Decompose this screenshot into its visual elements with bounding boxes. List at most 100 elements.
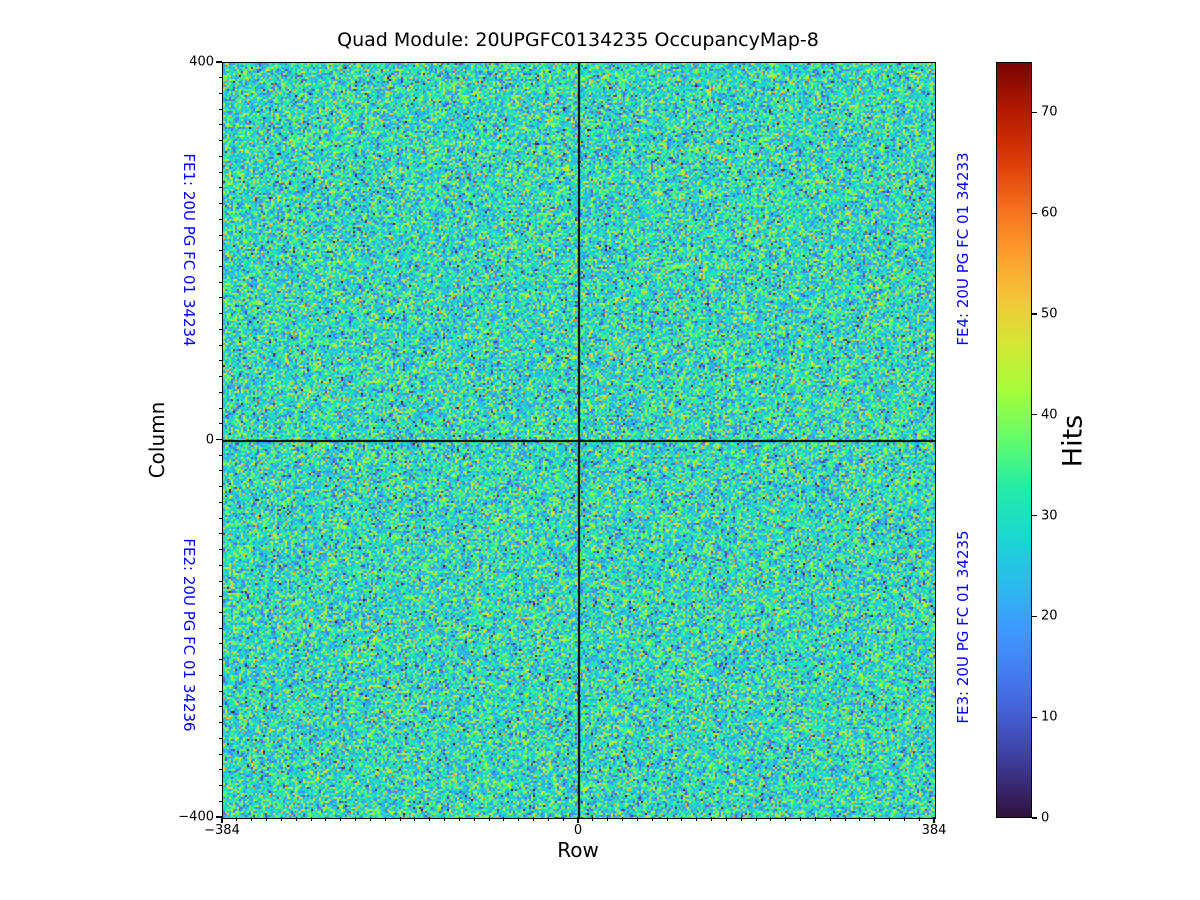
- y-minor-tick: [218, 423, 222, 425]
- colorbar-tick-label: 70: [1041, 104, 1058, 120]
- fe1-chip-label: FE1: 20U PG FC 01 34234: [180, 153, 198, 347]
- x-minor-tick: [473, 817, 475, 821]
- x-minor-tick: [340, 817, 342, 821]
- x-minor-tick: [844, 817, 846, 821]
- y-minor-tick: [218, 800, 222, 802]
- y-minor-tick: [218, 580, 222, 582]
- y-major-tick: [216, 438, 222, 441]
- y-axis-label: Column: [145, 401, 169, 479]
- y-minor-tick: [218, 517, 222, 519]
- y-minor-tick: [218, 470, 222, 472]
- y-major-tick: [216, 816, 222, 818]
- x-minor-tick: [725, 817, 727, 821]
- x-minor-tick: [666, 817, 668, 821]
- y-minor-tick: [218, 643, 222, 645]
- y-tick-label: −400: [178, 809, 214, 825]
- x-minor-tick: [251, 817, 253, 821]
- x-minor-tick: [800, 817, 801, 821]
- x-minor-tick: [874, 817, 876, 821]
- y-minor-tick: [218, 187, 222, 189]
- y-minor-tick: [218, 250, 222, 252]
- y-minor-tick: [218, 360, 222, 362]
- colorbar-tick: [1032, 414, 1037, 416]
- x-minor-tick: [711, 817, 712, 821]
- y-minor-tick: [218, 265, 222, 267]
- x-minor-tick: [903, 817, 905, 821]
- x-minor-tick: [399, 817, 401, 821]
- occupancy-heatmap-canvas: [223, 63, 935, 818]
- x-tick-label: 0: [573, 823, 583, 838]
- x-minor-tick: [369, 817, 371, 821]
- colorbar-tick-label: 20: [1041, 608, 1058, 624]
- x-minor-tick: [458, 817, 460, 821]
- y-minor-tick: [218, 171, 222, 173]
- x-minor-tick: [280, 817, 282, 821]
- y-minor-tick: [218, 234, 222, 236]
- y-minor-tick: [218, 281, 222, 283]
- x-minor-tick: [295, 817, 297, 821]
- colorbar-tick: [1032, 313, 1037, 315]
- x-minor-tick: [770, 817, 772, 821]
- y-minor-tick: [218, 407, 222, 409]
- fe4-chip-label: FE4: 20U PG FC 01 34233: [954, 152, 972, 346]
- x-minor-tick: [889, 817, 890, 821]
- x-minor-tick: [696, 817, 698, 821]
- x-minor-tick: [622, 817, 623, 821]
- x-minor-tick: [755, 817, 757, 821]
- x-tick-label: 384: [921, 823, 947, 838]
- x-minor-tick: [236, 817, 238, 821]
- x-minor-tick: [785, 817, 787, 821]
- x-minor-tick: [636, 817, 638, 821]
- y-minor-tick: [218, 549, 222, 551]
- colorbar-tick-label: 60: [1041, 205, 1058, 221]
- colorbar-tick: [1032, 817, 1037, 819]
- y-minor-tick: [218, 391, 222, 393]
- x-major-tick: [933, 817, 935, 823]
- y-minor-tick: [218, 218, 222, 220]
- y-minor-tick: [218, 376, 222, 378]
- plot-area: [222, 62, 936, 819]
- x-minor-tick: [859, 817, 861, 821]
- y-minor-tick: [218, 140, 222, 142]
- y-minor-tick: [218, 501, 222, 503]
- y-minor-tick: [218, 690, 222, 692]
- x-tick-label: −384: [204, 823, 240, 838]
- y-minor-tick: [218, 297, 222, 299]
- y-minor-tick: [218, 486, 222, 488]
- colorbar-tick-label: 50: [1041, 306, 1058, 322]
- colorbar-tick-label: 10: [1041, 709, 1058, 725]
- y-tick-label: 0: [205, 432, 214, 447]
- x-major-tick: [577, 817, 579, 823]
- y-minor-tick: [218, 77, 222, 79]
- x-minor-tick: [325, 817, 327, 821]
- x-minor-tick: [444, 817, 445, 821]
- x-minor-tick: [562, 817, 564, 821]
- y-minor-tick: [218, 659, 222, 661]
- y-minor-tick: [218, 737, 222, 739]
- fe2-chip-label: FE2: 20U PG FC 01 34236: [180, 538, 198, 732]
- y-minor-tick: [218, 155, 222, 157]
- y-minor-tick: [218, 596, 222, 598]
- colorbar-label: Hits: [1057, 414, 1089, 468]
- x-minor-tick: [429, 817, 431, 821]
- colorbar-tick: [1032, 212, 1037, 214]
- colorbar-tick: [1032, 615, 1037, 617]
- x-minor-tick: [414, 817, 416, 821]
- x-minor-tick: [518, 817, 520, 821]
- y-minor-tick: [218, 722, 222, 724]
- y-minor-tick: [218, 533, 222, 535]
- x-axis-label: Row: [557, 838, 599, 862]
- x-minor-tick: [355, 817, 356, 821]
- colorbar: [996, 62, 1032, 818]
- fe3-chip-label: FE3: 20U PG FC 01 34235: [954, 530, 972, 724]
- x-minor-tick: [918, 817, 920, 821]
- y-minor-tick: [218, 203, 222, 205]
- x-minor-tick: [592, 817, 594, 821]
- y-minor-tick: [218, 785, 222, 787]
- colorbar-tick-label: 40: [1041, 407, 1058, 423]
- colorbar-tick: [1032, 111, 1037, 113]
- x-minor-tick: [384, 817, 386, 821]
- y-minor-tick: [218, 674, 222, 676]
- x-minor-tick: [740, 817, 742, 821]
